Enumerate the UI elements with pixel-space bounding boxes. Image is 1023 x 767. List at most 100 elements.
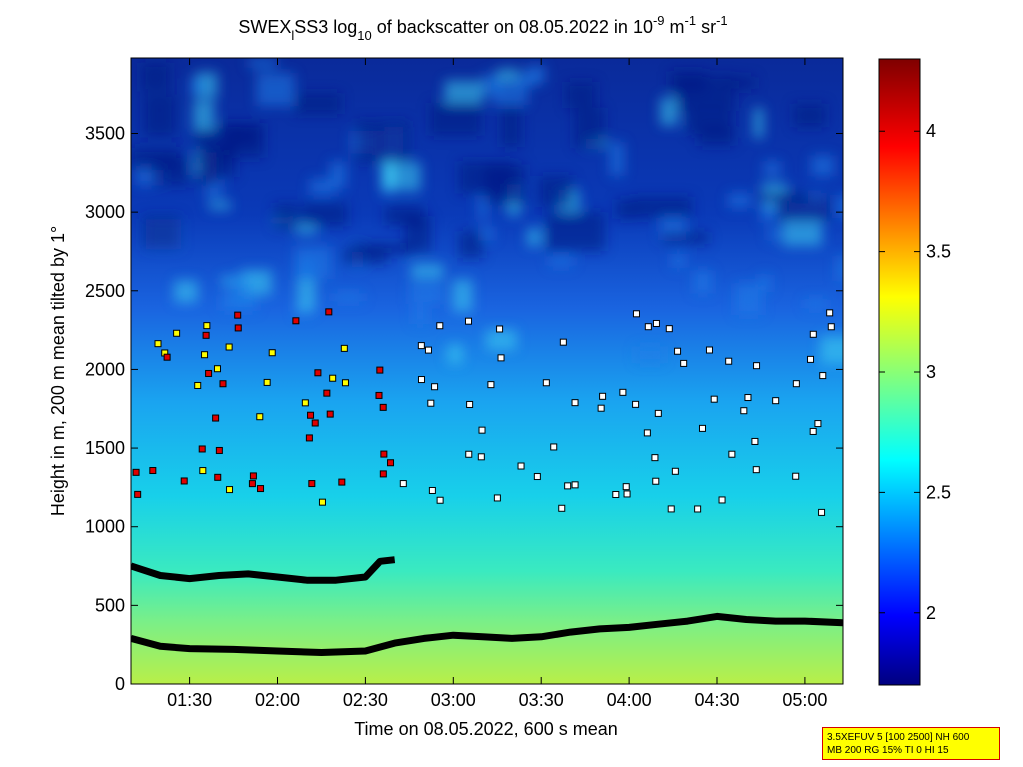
cloud-patch	[486, 329, 517, 350]
layer-marker	[478, 426, 486, 434]
cloud-patch	[480, 226, 494, 241]
layer-marker	[517, 462, 525, 470]
layer-marker	[201, 351, 209, 359]
cloud-patch	[381, 162, 421, 192]
layer-marker	[173, 329, 181, 337]
layer-marker	[827, 323, 835, 331]
layer-marker	[487, 381, 495, 389]
layer-marker	[652, 319, 660, 327]
clear-air-patch	[352, 242, 411, 255]
layer-marker	[652, 477, 660, 485]
layer-marker	[792, 472, 800, 480]
layer-marker	[205, 369, 213, 377]
layer-traces	[131, 556, 843, 656]
layer-marker	[214, 473, 222, 481]
y-tick-label: 1500	[85, 438, 125, 458]
residual-layer-trace	[131, 556, 396, 584]
cloud-texture	[131, 58, 843, 364]
clear-air-patch	[274, 203, 299, 230]
layer-marker	[338, 478, 346, 486]
clear-air-patch	[196, 156, 219, 186]
layer-marker	[428, 486, 436, 494]
layer-marker	[234, 324, 242, 332]
layer-marker	[622, 483, 630, 491]
layer-marker	[698, 424, 706, 432]
x-axis-label: Time on 08.05.2022, 600 s mean	[354, 719, 618, 739]
layer-marker	[380, 450, 388, 458]
y-tick-label: 3000	[85, 202, 125, 222]
layer-marker	[326, 410, 334, 418]
y-axis: 0 500 1000 1500 2000 2500 3000 3500	[85, 123, 843, 694]
y-tick-label: 3500	[85, 123, 125, 143]
layer-markers	[132, 308, 835, 516]
info-box: 3.5XEFUV 5 [100 2500] NH 600 MB 200 RG 1…	[822, 727, 1000, 760]
layer-marker	[665, 325, 673, 333]
layer-marker	[571, 481, 579, 489]
layer-marker	[632, 310, 640, 318]
x-tick-label: 03:00	[431, 690, 476, 710]
layer-marker	[772, 397, 780, 405]
chart-title: SWEXlSS3 log10 of backscatter on 08.05.2…	[238, 13, 727, 43]
y-tick-label: 1000	[85, 517, 125, 537]
x-tick-label: 02:00	[255, 690, 300, 710]
clear-air-patch	[676, 74, 735, 111]
plot-frame	[130, 57, 844, 685]
y-tick-label: 2500	[85, 281, 125, 301]
layer-marker	[307, 411, 315, 419]
layer-marker	[436, 496, 444, 504]
cloud-patch	[333, 292, 364, 303]
layer-marker	[305, 434, 313, 442]
layer-marker	[198, 445, 206, 453]
x-tick-label: 03:30	[519, 690, 564, 710]
clear-air-patch	[574, 107, 604, 149]
cloud-patch	[296, 279, 316, 312]
layer-marker	[819, 372, 827, 380]
x-tick-label: 04:00	[607, 690, 652, 710]
layer-marker	[263, 378, 271, 386]
cloud-patch	[412, 307, 428, 325]
cloud-patch	[763, 161, 781, 176]
cloud-patch	[635, 346, 665, 364]
layer-marker	[417, 342, 425, 350]
layer-marker	[571, 399, 579, 407]
layer-marker	[612, 490, 620, 498]
layer-marker	[194, 381, 202, 389]
clear-air-patch	[142, 215, 181, 249]
layer-marker	[542, 379, 550, 387]
heatmap-plot-area	[131, 58, 843, 684]
layer-marker	[465, 450, 473, 458]
layer-marker	[752, 466, 760, 474]
layer-marker	[632, 400, 640, 408]
cloud-patch	[497, 68, 519, 82]
layer-marker	[249, 472, 257, 480]
cloud-patch	[329, 161, 347, 189]
layer-marker	[341, 379, 349, 387]
layer-marker	[809, 427, 817, 435]
layer-marker	[564, 482, 572, 490]
cloud-patch	[753, 108, 764, 139]
cloud-patch	[836, 194, 843, 219]
layer-marker	[465, 317, 473, 325]
info-box-line-2: MB 200 RG 15% TI 0 HI 15	[827, 745, 949, 756]
layer-marker	[680, 359, 688, 367]
clear-air-patch	[458, 231, 484, 259]
layer-marker	[202, 331, 210, 339]
layer-marker	[559, 338, 567, 346]
layer-marker	[180, 477, 188, 485]
layer-marker	[558, 504, 566, 512]
layer-marker	[427, 399, 435, 407]
layer-marker	[132, 468, 140, 476]
layer-marker	[826, 309, 834, 317]
layer-marker	[644, 323, 652, 331]
clear-air-patch	[429, 102, 481, 136]
x-tick-label: 01:30	[167, 690, 212, 710]
cloud-patch	[782, 221, 823, 247]
cloud-patch	[482, 73, 502, 95]
y-tick-label: 2000	[85, 359, 125, 379]
layer-marker	[744, 394, 752, 402]
layer-marker	[814, 420, 822, 428]
layer-marker	[431, 383, 439, 391]
layer-marker	[466, 400, 474, 408]
layer-marker	[424, 346, 432, 354]
clear-air-patch	[729, 76, 756, 90]
